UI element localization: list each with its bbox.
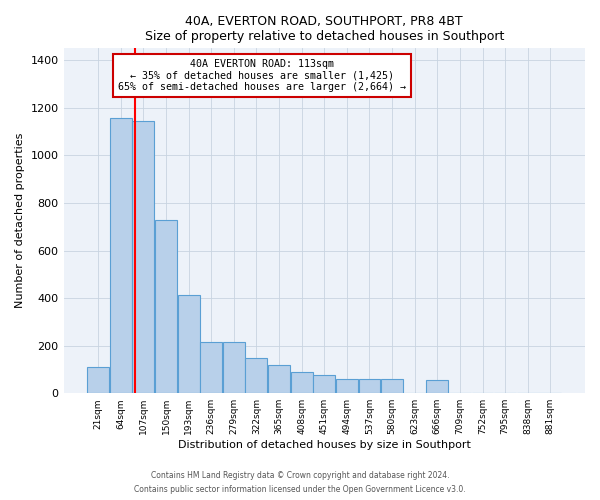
Bar (87, 367, 109, 393)
Bar (178, 294, 200, 393)
Text: Contains HM Land Registry data © Crown copyright and database right 2024.: Contains HM Land Registry data © Crown c… (151, 470, 449, 480)
Text: 40A EVERTON ROAD: 113sqm
← 35% of detached houses are smaller (1,425)
65% of sem: 40A EVERTON ROAD: 113sqm ← 35% of detach… (118, 58, 406, 92)
Bar (155, 220, 177, 393)
Bar (133, 121, 154, 393)
Title: 40A, EVERTON ROAD, SOUTHPORT, PR8 4BT
Size of property relative to detached hous: 40A, EVERTON ROAD, SOUTHPORT, PR8 4BT Si… (145, 15, 504, 43)
Text: Contains public sector information licensed under the Open Government Licence v3: Contains public sector information licen… (134, 486, 466, 494)
Bar (336, 379, 358, 393)
Y-axis label: Number of detached properties: Number of detached properties (15, 133, 25, 308)
Bar (291, 372, 313, 393)
Bar (245, 358, 268, 393)
Bar (381, 379, 403, 393)
Bar (268, 364, 290, 393)
Bar (110, 118, 132, 393)
Bar (223, 342, 245, 393)
Bar (313, 376, 335, 393)
X-axis label: Distribution of detached houses by size in Southport: Distribution of detached houses by size … (178, 440, 471, 450)
Bar (200, 342, 222, 393)
Bar (359, 379, 380, 393)
Bar (427, 380, 448, 393)
